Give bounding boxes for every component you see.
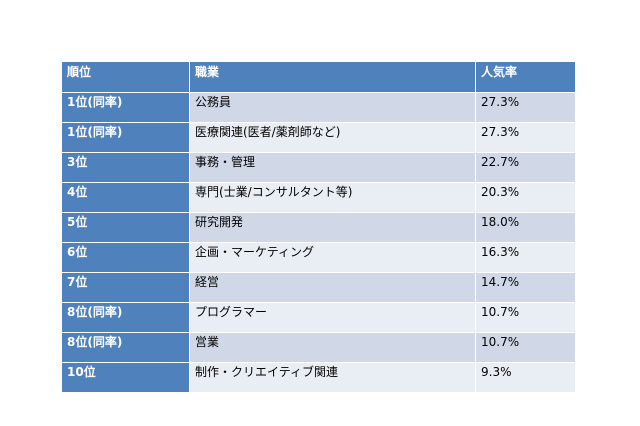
table-body: 1位(同率) 公務員 27.3% 1位(同率) 医療関連(医者/薬剤師など) 2… (61, 92, 576, 393)
rank-cell: 1位(同率) (61, 92, 190, 123)
job-cell: 公務員 (189, 92, 476, 123)
job-cell: 企画・マーケティング (189, 242, 476, 273)
popularity-cell: 27.3% (475, 92, 576, 123)
rank-cell: 7位 (61, 272, 190, 303)
popularity-cell: 14.7% (475, 272, 576, 303)
table-row: 7位 経営 14.7% (61, 272, 576, 303)
table-header: 順位 職業 人気率 (61, 61, 576, 93)
job-column-header: 職業 (189, 61, 476, 93)
table-row: 1位(同率) 医療関連(医者/薬剤師など) 27.3% (61, 122, 576, 153)
popularity-cell: 27.3% (475, 122, 576, 153)
table-row: 8位(同率) プログラマー 10.7% (61, 302, 576, 333)
rank-cell: 5位 (61, 212, 190, 243)
job-cell: プログラマー (189, 302, 476, 333)
job-cell: 営業 (189, 332, 476, 363)
job-cell: 経営 (189, 272, 476, 303)
rank-cell: 1位(同率) (61, 122, 190, 153)
job-cell: 制作・クリエイティブ関連 (189, 362, 476, 393)
table-row: 6位 企画・マーケティング 16.3% (61, 242, 576, 273)
rank-cell: 4位 (61, 182, 190, 213)
rank-cell: 8位(同率) (61, 302, 190, 333)
popularity-column-header: 人気率 (475, 61, 576, 93)
rank-column-header: 順位 (61, 61, 190, 93)
job-cell: 事務・管理 (189, 152, 476, 183)
table-row: 4位 専門(士業/コンサルタント等) 20.3% (61, 182, 576, 213)
popularity-cell: 9.3% (475, 362, 576, 393)
rank-cell: 6位 (61, 242, 190, 273)
table-row: 8位(同率) 営業 10.7% (61, 332, 576, 363)
header-row: 順位 職業 人気率 (61, 61, 576, 93)
popularity-cell: 18.0% (475, 212, 576, 243)
popularity-cell: 22.7% (475, 152, 576, 183)
popularity-cell: 20.3% (475, 182, 576, 213)
table-row: 3位 事務・管理 22.7% (61, 152, 576, 183)
job-cell: 専門(士業/コンサルタント等) (189, 182, 476, 213)
rank-cell: 10位 (61, 362, 190, 393)
popularity-cell: 16.3% (475, 242, 576, 273)
table-row: 10位 制作・クリエイティブ関連 9.3% (61, 362, 576, 393)
popularity-cell: 10.7% (475, 302, 576, 333)
job-popularity-ranking-table: 順位 職業 人気率 1位(同率) 公務員 27.3% 1位(同率) 医療関連(医… (61, 61, 576, 393)
rank-cell: 8位(同率) (61, 332, 190, 363)
rank-cell: 3位 (61, 152, 190, 183)
table-row: 5位 研究開発 18.0% (61, 212, 576, 243)
job-cell: 医療関連(医者/薬剤師など) (189, 122, 476, 153)
table-row: 1位(同率) 公務員 27.3% (61, 92, 576, 123)
job-cell: 研究開発 (189, 212, 476, 243)
popularity-cell: 10.7% (475, 332, 576, 363)
